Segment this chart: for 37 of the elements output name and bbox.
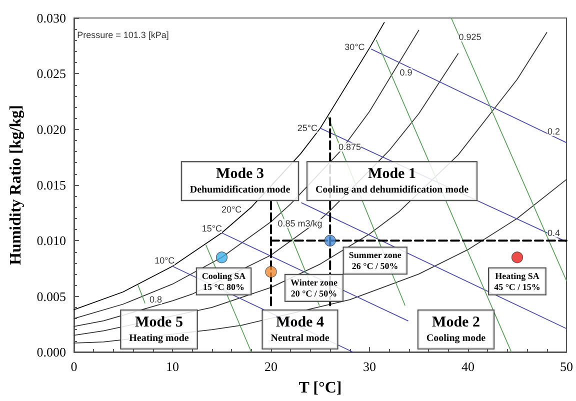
x-tick-label: 50 (560, 359, 573, 374)
x-tick-label: 40 (462, 359, 474, 374)
y-tick-label: 0.020 (36, 122, 66, 137)
y-tick-label: 0.005 (36, 288, 66, 304)
x-tick-label: 30 (363, 359, 376, 374)
x-axis-title: T [°C] (298, 380, 342, 396)
annotation: 25°C (297, 123, 318, 134)
x-tick-label: 0 (70, 359, 78, 374)
annotation: 0.85 m3/kg (278, 218, 322, 228)
x-tick-label: 10 (166, 359, 179, 374)
annotation: Winter zone 20 °C / 50% (290, 277, 338, 298)
annotation: 0.8 (149, 294, 162, 305)
annotation: Mode 1 Cooling and dehumidification mode (315, 166, 470, 196)
y-tick-label: 0.030 (36, 10, 66, 26)
y-tick-label: 0.000 (36, 344, 66, 360)
y-axis-title: Humidity Ratio [kg/kg] (8, 104, 24, 266)
annotation: 0.2 (547, 126, 560, 137)
annotation: Mode 3 Dehumidification mode (190, 166, 291, 196)
annotation: Cooling SA 15 °C 80% (202, 270, 246, 292)
annotation: 0.9 (400, 68, 412, 78)
annotation: 20°C (222, 204, 242, 214)
y-tick-label: 0.010 (36, 233, 66, 248)
y-tick-label: 0.025 (36, 66, 66, 82)
annotation: Mode 5 Heating mode (129, 314, 190, 344)
annotation: Mode 2 Cooling mode (426, 314, 486, 344)
annotation: 0.4 (547, 228, 560, 238)
annotation: 30°C (344, 42, 366, 52)
x-tick-label: 20 (264, 359, 278, 374)
annotation: 10°C (154, 256, 176, 266)
y-tick-label: 0.015 (36, 178, 66, 192)
annotation: 15°C (202, 223, 222, 234)
annotation: Mode 4 Neutral mode (270, 314, 330, 344)
annotation: Summer zone 26 °C / 50% (348, 250, 402, 272)
annotation: Pressure = 101.3 [kPa] (77, 30, 169, 40)
annotation: 0.875 (338, 142, 362, 152)
annotation: 0.925 (458, 32, 482, 42)
annotation: Heating SA 45 °C / 15% (494, 270, 540, 292)
